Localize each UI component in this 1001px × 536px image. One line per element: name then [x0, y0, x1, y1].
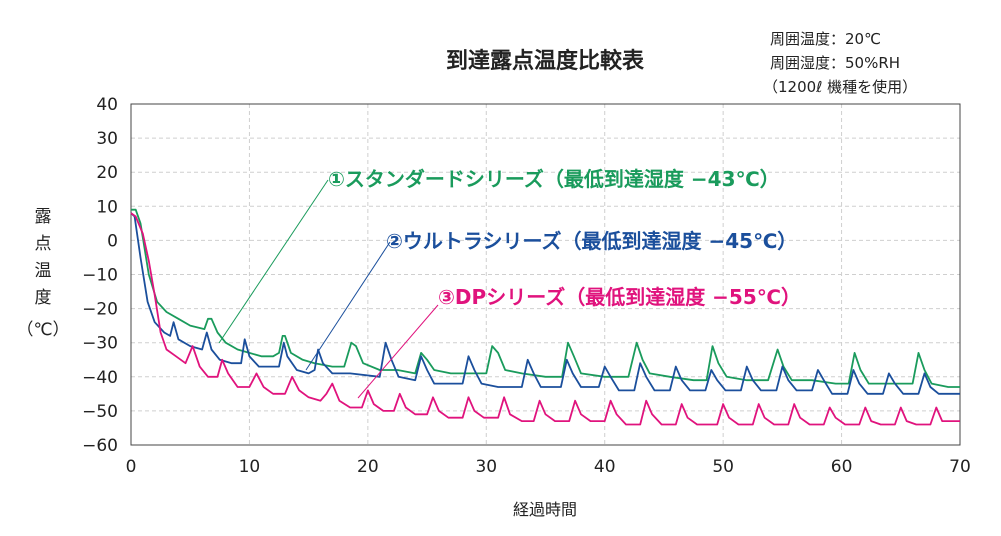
ambient-temperature-note: 周囲温度：20℃: [770, 30, 881, 48]
y-axis-label-char: （℃）: [16, 320, 69, 340]
standard-callout-line: [218, 179, 329, 344]
ultra-series-line: [130, 212, 960, 395]
y-tick-label: −60: [82, 436, 118, 456]
y-tick-label: −30: [82, 334, 118, 354]
y-tick-label: −10: [82, 266, 118, 286]
y-axis-label-char: 露: [35, 207, 52, 227]
ultra-callout-line: [305, 241, 391, 371]
model-note: （1200ℓ 機種を使用）: [763, 78, 917, 96]
y-axis-ticks: 40 30 20 10 0 −10 −20 −30 −40 −50 −60: [82, 95, 118, 456]
y-tick-label: 30: [96, 129, 118, 149]
y-axis-label-char: 温: [35, 261, 52, 281]
y-tick-label: −20: [82, 300, 118, 320]
chart-title: 到達露点温度比較表: [446, 48, 645, 74]
x-axis-ticks: 0 10 20 30 40 50 60 70: [126, 457, 971, 477]
y-tick-label: 40: [96, 95, 118, 115]
y-axis-label-char: 点: [35, 234, 52, 254]
callout-lines: [218, 179, 439, 399]
y-tick-label: 10: [96, 197, 118, 217]
series-group: [130, 208, 960, 426]
y-tick-label: 20: [96, 163, 118, 183]
y-axis-label: 露 点 温 度 （℃）: [16, 207, 69, 340]
x-tick-label: 0: [126, 457, 137, 477]
y-tick-label: −50: [82, 402, 118, 422]
standard-series-line: [131, 208, 960, 388]
ultra-series-label: ②ウルトラシリーズ（最低到達湿度 −45℃）: [386, 229, 797, 253]
y-tick-label: 0: [107, 231, 118, 251]
x-tick-label: 40: [594, 457, 616, 477]
y-tick-label: −40: [82, 368, 118, 388]
x-tick-label: 50: [712, 457, 734, 477]
dp-callout-line: [357, 304, 439, 399]
dp-series-line: [130, 212, 960, 426]
x-tick-label: 20: [357, 457, 379, 477]
plot-frame: [130, 103, 961, 446]
x-tick-label: 70: [949, 457, 971, 477]
x-tick-label: 30: [475, 457, 497, 477]
standard-series-label: ①スタンダードシリーズ（最低到達湿度 −43℃）: [328, 167, 780, 191]
ambient-humidity-note: 周囲湿度：50%RH: [770, 54, 900, 72]
dp-series-label: ③DPシリーズ（最低到達湿度 −55℃）: [438, 285, 801, 309]
x-axis-label: 経過時間: [513, 500, 577, 519]
y-axis-label-char: 度: [35, 288, 52, 308]
x-tick-label: 10: [239, 457, 261, 477]
x-tick-label: 60: [831, 457, 853, 477]
